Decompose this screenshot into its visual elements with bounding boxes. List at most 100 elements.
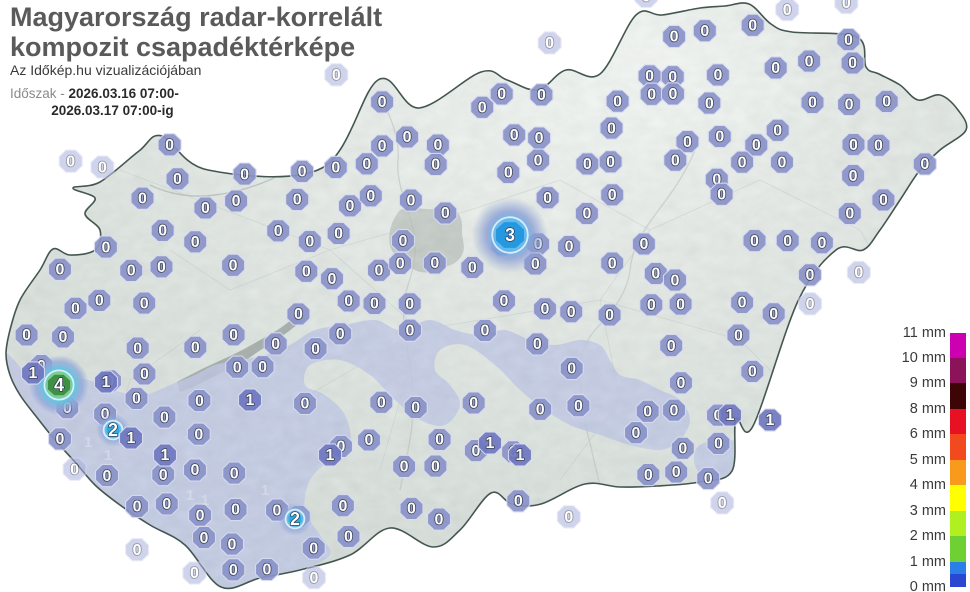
svg-text:0: 0 bbox=[643, 404, 652, 421]
svg-text:0: 0 bbox=[672, 464, 681, 481]
svg-text:0: 0 bbox=[66, 153, 75, 170]
svg-text:0: 0 bbox=[671, 152, 680, 169]
svg-text:0: 0 bbox=[771, 60, 780, 77]
svg-text:0: 0 bbox=[263, 562, 272, 579]
svg-text:1: 1 bbox=[186, 487, 194, 504]
svg-text:0: 0 bbox=[773, 123, 782, 140]
svg-text:0: 0 bbox=[407, 501, 416, 518]
svg-text:0: 0 bbox=[514, 493, 523, 510]
svg-text:0: 0 bbox=[375, 263, 384, 280]
svg-text:0: 0 bbox=[497, 86, 506, 103]
svg-text:0: 0 bbox=[431, 458, 440, 475]
svg-text:0: 0 bbox=[808, 95, 817, 112]
svg-text:0: 0 bbox=[504, 165, 513, 182]
svg-text:0: 0 bbox=[191, 462, 200, 479]
svg-text:0: 0 bbox=[677, 375, 686, 392]
svg-text:0: 0 bbox=[845, 97, 854, 114]
svg-text:0: 0 bbox=[535, 130, 544, 147]
svg-text:0: 0 bbox=[605, 307, 614, 324]
svg-text:0: 0 bbox=[101, 239, 110, 256]
svg-text:0: 0 bbox=[848, 55, 857, 72]
svg-text:0: 0 bbox=[435, 432, 444, 449]
svg-text:0: 0 bbox=[378, 138, 387, 155]
svg-text:0: 0 bbox=[669, 86, 678, 103]
svg-text:0: 0 bbox=[435, 511, 444, 528]
svg-text:0: 0 bbox=[500, 293, 509, 310]
svg-text:0: 0 bbox=[160, 409, 169, 426]
svg-text:0: 0 bbox=[567, 304, 576, 321]
svg-text:1: 1 bbox=[766, 412, 775, 429]
svg-text:0: 0 bbox=[191, 234, 200, 251]
svg-text:0: 0 bbox=[469, 395, 478, 412]
svg-text:0: 0 bbox=[191, 340, 200, 357]
svg-text:0: 0 bbox=[240, 166, 249, 183]
svg-text:0: 0 bbox=[717, 187, 726, 204]
svg-text:0: 0 bbox=[543, 190, 552, 207]
svg-text:2: 2 bbox=[290, 509, 300, 529]
svg-text:0: 0 bbox=[537, 87, 546, 104]
svg-text:0: 0 bbox=[95, 293, 104, 310]
svg-text:0: 0 bbox=[233, 359, 242, 376]
svg-text:1: 1 bbox=[486, 435, 495, 452]
svg-text:0: 0 bbox=[294, 306, 303, 323]
svg-text:0: 0 bbox=[406, 192, 415, 209]
svg-text:0: 0 bbox=[309, 540, 318, 557]
svg-text:0: 0 bbox=[336, 326, 345, 343]
svg-text:0: 0 bbox=[700, 23, 709, 40]
svg-text:0: 0 bbox=[344, 293, 353, 310]
svg-text:0: 0 bbox=[228, 536, 237, 553]
svg-text:0: 0 bbox=[305, 234, 314, 251]
svg-text:0: 0 bbox=[670, 29, 679, 46]
svg-text:0: 0 bbox=[647, 87, 656, 104]
svg-text:0: 0 bbox=[606, 154, 615, 171]
svg-text:1: 1 bbox=[201, 492, 209, 509]
svg-text:0: 0 bbox=[920, 156, 929, 173]
svg-text:0: 0 bbox=[127, 263, 136, 280]
svg-text:1: 1 bbox=[127, 430, 136, 447]
svg-text:0: 0 bbox=[805, 267, 814, 284]
svg-text:1: 1 bbox=[161, 447, 170, 464]
svg-text:0: 0 bbox=[133, 340, 142, 357]
svg-text:0: 0 bbox=[874, 138, 883, 155]
svg-text:0: 0 bbox=[849, 168, 858, 185]
svg-text:0: 0 bbox=[196, 507, 205, 524]
svg-text:0: 0 bbox=[715, 129, 724, 146]
svg-text:0: 0 bbox=[271, 336, 280, 353]
svg-text:0: 0 bbox=[805, 53, 814, 70]
svg-text:0: 0 bbox=[165, 137, 174, 154]
svg-text:0: 0 bbox=[301, 396, 310, 413]
svg-text:0: 0 bbox=[366, 188, 375, 205]
svg-text:0: 0 bbox=[400, 459, 409, 476]
svg-text:0: 0 bbox=[140, 366, 149, 383]
svg-text:0: 0 bbox=[411, 400, 420, 417]
svg-text:0: 0 bbox=[162, 496, 171, 513]
svg-text:0: 0 bbox=[133, 499, 142, 516]
svg-text:0: 0 bbox=[331, 160, 340, 177]
svg-text:0: 0 bbox=[405, 296, 414, 313]
svg-text:0: 0 bbox=[608, 187, 617, 204]
svg-text:0: 0 bbox=[71, 301, 80, 318]
svg-text:0: 0 bbox=[565, 239, 574, 256]
svg-text:0: 0 bbox=[582, 206, 591, 223]
svg-text:0: 0 bbox=[229, 562, 238, 579]
svg-text:0: 0 bbox=[132, 391, 141, 408]
svg-text:0: 0 bbox=[286, 147, 294, 164]
svg-text:0: 0 bbox=[478, 100, 487, 117]
svg-text:0: 0 bbox=[644, 467, 653, 484]
svg-text:0: 0 bbox=[608, 255, 617, 272]
svg-text:0: 0 bbox=[302, 264, 311, 281]
svg-text:0: 0 bbox=[750, 233, 759, 250]
svg-text:1: 1 bbox=[516, 447, 525, 464]
svg-text:0: 0 bbox=[534, 152, 543, 169]
svg-text:2: 2 bbox=[108, 420, 118, 440]
svg-text:0: 0 bbox=[510, 127, 519, 144]
svg-text:0: 0 bbox=[533, 336, 542, 353]
svg-text:0: 0 bbox=[229, 327, 238, 344]
svg-text:0: 0 bbox=[613, 93, 622, 110]
svg-text:1: 1 bbox=[326, 447, 335, 464]
svg-text:0: 0 bbox=[574, 398, 583, 415]
svg-text:0: 0 bbox=[173, 171, 182, 188]
svg-text:0: 0 bbox=[159, 467, 168, 484]
svg-text:0: 0 bbox=[338, 498, 347, 515]
svg-text:0: 0 bbox=[564, 509, 573, 526]
